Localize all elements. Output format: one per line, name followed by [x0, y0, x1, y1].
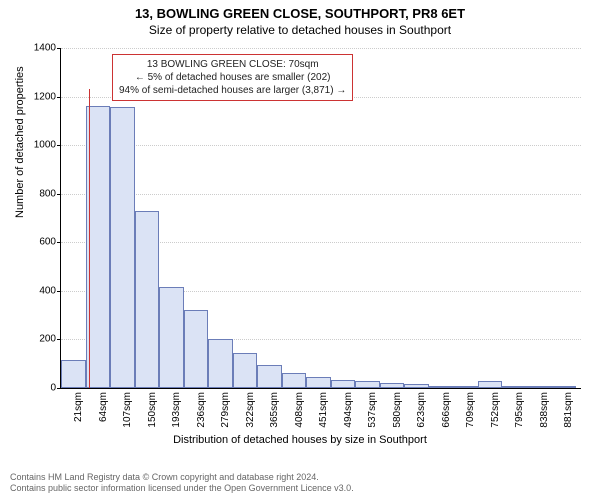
- xtick-label: 795sqm: [514, 392, 525, 428]
- annotation-line1: 13 BOWLING GREEN CLOSE: 70sqm: [119, 58, 346, 71]
- histogram-bar: [61, 360, 86, 388]
- ytick-mark: [57, 194, 61, 195]
- footnote-line1: Contains HM Land Registry data © Crown c…: [10, 472, 354, 483]
- chart-area: 13 BOWLING GREEN CLOSE: 70sqm ← 5% of de…: [60, 48, 580, 388]
- histogram-bar: [527, 386, 552, 388]
- histogram-bar: [355, 381, 380, 388]
- xtick-label: 322sqm: [245, 392, 256, 428]
- xtick-label: 623sqm: [416, 392, 427, 428]
- histogram-bar: [208, 339, 233, 388]
- xtick-label: 709sqm: [465, 392, 476, 428]
- x-axis-label: Distribution of detached houses by size …: [0, 434, 600, 446]
- ytick-label: 800: [16, 188, 56, 199]
- histogram-bar: [184, 310, 209, 388]
- ytick-mark: [57, 242, 61, 243]
- xtick-label: 236sqm: [196, 392, 207, 428]
- xtick-label: 408sqm: [294, 392, 305, 428]
- ytick-mark: [57, 97, 61, 98]
- xtick-label: 365sqm: [269, 392, 280, 428]
- histogram-bar: [502, 386, 527, 388]
- xtick-label: 21sqm: [73, 392, 84, 422]
- ytick-label: 200: [16, 334, 56, 345]
- xtick-label: 580sqm: [392, 392, 403, 428]
- xtick-label: 881sqm: [563, 392, 574, 428]
- histogram-bar: [551, 386, 576, 388]
- histogram-bar: [478, 381, 503, 388]
- histogram-bar: [429, 386, 454, 388]
- marker-line: [89, 89, 90, 388]
- grid-line: [61, 145, 581, 146]
- annotation-box: 13 BOWLING GREEN CLOSE: 70sqm ← 5% of de…: [112, 54, 353, 101]
- histogram-bar: [135, 211, 160, 388]
- chart-title: 13, BOWLING GREEN CLOSE, SOUTHPORT, PR8 …: [0, 0, 600, 21]
- xtick-label: 752sqm: [490, 392, 501, 428]
- ytick-label: 0: [16, 383, 56, 394]
- footnote: Contains HM Land Registry data © Crown c…: [10, 472, 354, 494]
- histogram-bar: [453, 386, 478, 388]
- histogram-bar: [282, 373, 307, 388]
- histogram-bar: [404, 384, 429, 388]
- annotation-line2: ← 5% of detached houses are smaller (202…: [119, 71, 346, 84]
- ytick-label: 1000: [16, 140, 56, 151]
- xtick-label: 279sqm: [220, 392, 231, 428]
- ytick-mark: [57, 145, 61, 146]
- xtick-label: 64sqm: [98, 392, 109, 422]
- annotation-line3: 94% of semi-detached houses are larger (…: [119, 84, 346, 97]
- ytick-mark: [57, 339, 61, 340]
- ytick-label: 1400: [16, 43, 56, 54]
- xtick-label: 537sqm: [367, 392, 378, 428]
- xtick-label: 666sqm: [441, 392, 452, 428]
- xtick-label: 150sqm: [147, 392, 158, 428]
- ytick-mark: [57, 291, 61, 292]
- histogram-bar: [233, 353, 258, 388]
- histogram-bar: [257, 365, 282, 388]
- histogram-bar: [306, 377, 331, 388]
- ytick-mark: [57, 48, 61, 49]
- xtick-label: 494sqm: [343, 392, 354, 428]
- ytick-label: 600: [16, 237, 56, 248]
- xtick-label: 193sqm: [171, 392, 182, 428]
- xtick-label: 451sqm: [318, 392, 329, 428]
- footnote-line2: Contains public sector information licen…: [10, 483, 354, 494]
- histogram-bar: [380, 383, 405, 388]
- histogram-bar: [110, 107, 135, 388]
- ytick-label: 1200: [16, 91, 56, 102]
- ytick-mark: [57, 388, 61, 389]
- ytick-label: 400: [16, 285, 56, 296]
- xtick-label: 107sqm: [122, 392, 133, 428]
- grid-line: [61, 194, 581, 195]
- chart-subtitle: Size of property relative to detached ho…: [0, 23, 600, 37]
- histogram-bar: [331, 380, 356, 389]
- xtick-label: 838sqm: [539, 392, 550, 428]
- grid-line: [61, 48, 581, 49]
- histogram-bar: [159, 287, 184, 388]
